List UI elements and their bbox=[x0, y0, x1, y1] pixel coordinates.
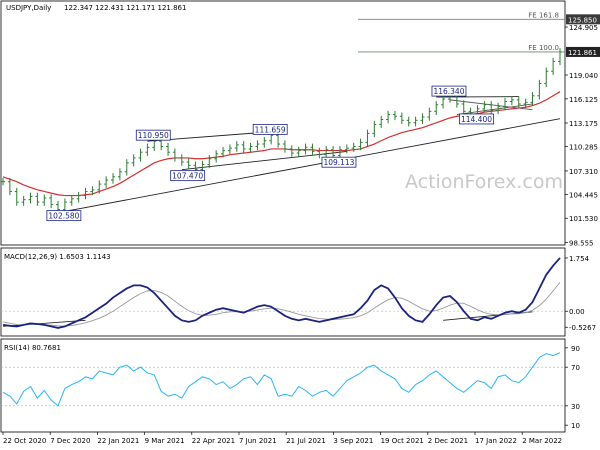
price-annotation-box bbox=[459, 113, 494, 125]
price-title: USDJPY,Daily bbox=[6, 4, 51, 12]
macd-title: MACD(12,26,9) 1.6503 1.1143 bbox=[4, 253, 111, 261]
price-annotation-box bbox=[431, 85, 467, 97]
macd-signal-line bbox=[2, 282, 561, 327]
rsi-y-tick-label: 70 bbox=[571, 364, 580, 372]
x-tick-label: 17 Jan 2022 bbox=[475, 437, 517, 445]
macd-y-tick-label: 0.00 bbox=[569, 308, 585, 316]
y-tick-label: 113.175 bbox=[569, 120, 598, 128]
price-annotation-label: 109.113 bbox=[323, 158, 354, 167]
rsi-y-tick-label: 10 bbox=[571, 422, 580, 430]
watermark: ActionForex.com bbox=[405, 171, 563, 193]
price-annotation-box bbox=[46, 210, 82, 222]
price-tag-label: 125.850 bbox=[568, 16, 597, 24]
price-annotation-label: 114.400 bbox=[461, 115, 492, 124]
price-annotation-box bbox=[321, 156, 357, 168]
x-tick-label: 19 Oct 2021 bbox=[381, 437, 424, 445]
macd-y-tick-label: 1.754 bbox=[569, 255, 590, 263]
fib-level-label: FE 100.0 bbox=[528, 44, 559, 52]
y-tick-label: 119.040 bbox=[569, 72, 598, 80]
price-annotation-box bbox=[170, 170, 206, 182]
rsi-y-tick-label: 90 bbox=[571, 345, 580, 353]
x-tick-label: 22 Oct 2020 bbox=[3, 437, 46, 445]
y-tick-label: 116.125 bbox=[569, 96, 598, 104]
macd-trendline bbox=[2, 319, 86, 327]
price-annotation-label: 111.659 bbox=[255, 125, 286, 134]
x-tick-label: 3 Sep 2021 bbox=[333, 437, 373, 445]
macd-y-tick-label: -0.5267 bbox=[569, 324, 596, 332]
price-tag-label: 121.861 bbox=[568, 49, 597, 57]
x-tick-label: 9 Mar 2021 bbox=[145, 437, 185, 445]
y-tick-label: 110.285 bbox=[569, 144, 598, 152]
x-tick-label: 22 Apr 2021 bbox=[192, 437, 235, 445]
x-tick-label: 2 Dec 2021 bbox=[428, 437, 468, 445]
macd-panel bbox=[0, 247, 566, 337]
y-tick-label: 124.905 bbox=[569, 24, 598, 32]
fib-level-label: FE 161.8 bbox=[528, 11, 559, 19]
x-tick-label: 7 Dec 2020 bbox=[50, 437, 90, 445]
x-tick-label: 22 Jan 2021 bbox=[97, 437, 139, 445]
price-tag bbox=[566, 46, 600, 57]
price-annotation-label: 116.340 bbox=[433, 87, 464, 96]
price-ohlc: 122.347 122.431 121.171 121.861 bbox=[64, 4, 186, 12]
price-annotation-label: 110.950 bbox=[138, 131, 169, 140]
macd-line bbox=[2, 257, 561, 329]
rsi-line bbox=[2, 352, 561, 407]
price-annotation-label: 102.580 bbox=[48, 212, 79, 221]
x-tick-label: 2 Mar 2022 bbox=[522, 437, 562, 445]
price-annotation-box bbox=[252, 123, 288, 135]
y-tick-label: 104.445 bbox=[569, 191, 598, 199]
trendline bbox=[57, 118, 561, 214]
price-tag bbox=[566, 14, 600, 25]
rsi-title: RSI(14) 80.7681 bbox=[4, 344, 61, 352]
rsi-panel bbox=[0, 338, 566, 433]
y-tick-label: 107.310 bbox=[569, 168, 598, 176]
rsi-y-tick-label: 30 bbox=[571, 403, 580, 411]
x-tick-label: 7 Jun 2021 bbox=[239, 437, 277, 445]
x-tick-label: 21 Jul 2021 bbox=[286, 437, 326, 445]
price-annotation-label: 107.470 bbox=[172, 172, 203, 181]
price-annotation-box bbox=[135, 129, 171, 141]
trendline bbox=[456, 103, 533, 116]
y-tick-label: 101.530 bbox=[569, 215, 598, 223]
y-tick-label: 98.555 bbox=[569, 240, 594, 248]
